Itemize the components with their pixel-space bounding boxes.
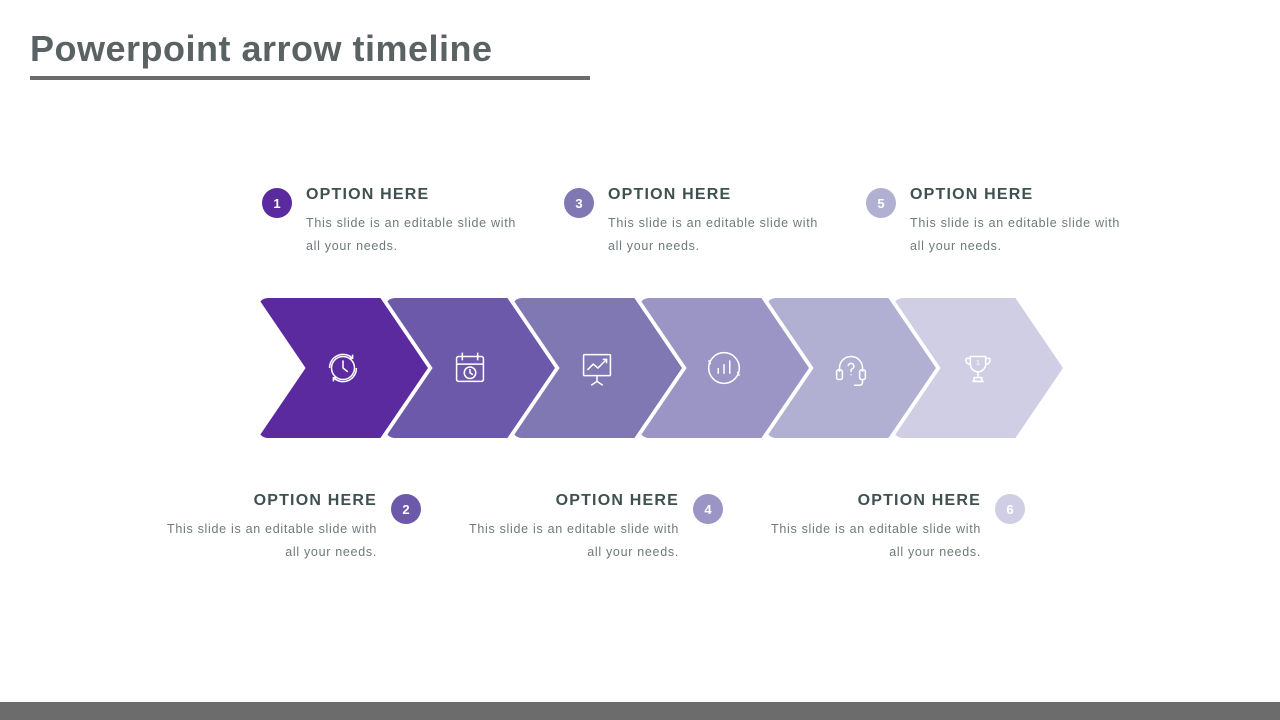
option-heading: OPTION HERE <box>910 186 1120 204</box>
slide-root: { "title": "Powerpoint arrow timeline", … <box>0 0 1280 720</box>
option-badge-4: 4 <box>693 494 723 524</box>
option-badge-2: 2 <box>391 494 421 524</box>
option-badge-5: 5 <box>866 188 896 218</box>
option-desc: This slide is an editable slide with all… <box>608 212 818 258</box>
option-heading: OPTION HERE <box>608 186 818 204</box>
footer-bar <box>0 702 1280 720</box>
option-text-6: OPTION HERE This slide is an editable sl… <box>771 492 981 564</box>
option-heading: OPTION HERE <box>167 492 377 510</box>
option-desc: This slide is an editable slide with all… <box>306 212 516 258</box>
option-text-1: OPTION HERE This slide is an editable sl… <box>306 186 516 258</box>
option-badge-6: 6 <box>995 494 1025 524</box>
option-heading: OPTION HERE <box>771 492 981 510</box>
calendar-clock-icon <box>447 345 493 391</box>
option-heading: OPTION HERE <box>469 492 679 510</box>
title-block: Powerpoint arrow timeline <box>30 28 590 80</box>
option-desc: This slide is an editable slide with all… <box>167 518 377 564</box>
chevron-row: 1 <box>258 298 1068 438</box>
slide-title: Powerpoint arrow timeline <box>30 28 590 70</box>
option-desc: This slide is an editable slide with all… <box>910 212 1120 258</box>
option-text-4: OPTION HERE This slide is an editable sl… <box>469 492 679 564</box>
trophy-icon: 1 <box>955 345 1001 391</box>
option-badge-3: 3 <box>564 188 594 218</box>
headset-question-icon <box>828 345 874 391</box>
option-text-3: OPTION HERE This slide is an editable sl… <box>608 186 818 258</box>
option-desc: This slide is an editable slide with all… <box>469 518 679 564</box>
option-text-5: OPTION HERE This slide is an editable sl… <box>910 186 1120 258</box>
presentation-chart-icon <box>574 345 620 391</box>
svg-text:1: 1 <box>976 358 980 367</box>
option-badge-1: 1 <box>262 188 292 218</box>
title-underline <box>30 76 590 80</box>
clock-cycle-icon <box>320 345 366 391</box>
sync-bars-icon <box>701 345 747 391</box>
option-desc: This slide is an editable slide with all… <box>771 518 981 564</box>
option-text-2: OPTION HERE This slide is an editable sl… <box>167 492 377 564</box>
option-heading: OPTION HERE <box>306 186 516 204</box>
